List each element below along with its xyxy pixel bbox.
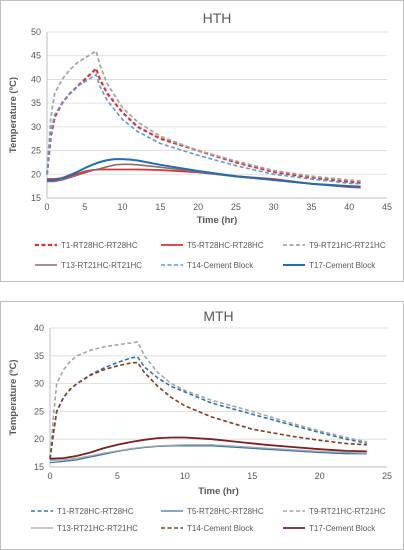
hth-y-tick-label: 15: [31, 193, 41, 203]
mth-x-tick-label: 15: [247, 471, 257, 481]
mth-chart-panel: 15 20 25 30 35 40 0 5 10 15 20 25 MTH Time (hr) Temper…: [0, 301, 404, 550]
mth-legend-label-3: T9-RT21HC-RT21HC: [309, 507, 386, 516]
mth-y-tick-label: 20: [34, 434, 44, 444]
mth-y-axis-label: Temperature (ºC): [8, 359, 19, 435]
hth-x-tick-label: 35: [306, 202, 316, 212]
mth-legend-label-1: T1-RT28HC-RT28HC: [57, 507, 134, 516]
hth-legend-label-5: T14-Cement Block: [187, 261, 254, 270]
mth-series-line-6: [49, 436, 367, 460]
hth-x-tick-label: 20: [193, 202, 203, 212]
hth-x-tick-label: 5: [82, 202, 87, 212]
mth-x-tick-label: 5: [115, 471, 120, 481]
mth-y-tick-label: 30: [34, 379, 44, 389]
hth-legend-label-3: T9-RT21HC-RT21HC: [309, 241, 386, 250]
hth-legend-label-6: T17-Cement Block: [309, 261, 376, 270]
hth-series-line-3: [46, 50, 361, 182]
hth-legend-label-4: T13-RT21HC-RT21HC: [61, 261, 142, 270]
hth-series-line-1: [45, 67, 361, 184]
hth-series-line-6: [47, 158, 361, 188]
mth-legend-label-5: T14-Cement Block: [187, 524, 254, 533]
mth-x-tick-label: 0: [47, 471, 52, 481]
hth-y-tick-label: 40: [31, 74, 41, 84]
hth-y-tick-label: 20: [31, 169, 41, 179]
hth-y-tick-label: 50: [31, 27, 41, 37]
mth-series-line-5: [49, 361, 367, 459]
hth-x-tick-label: 30: [269, 202, 279, 212]
mth-chart-title: MTH: [203, 308, 233, 324]
hth-series-line-5: [46, 73, 361, 185]
hth-chart-panel: 15 20 25 30 35 40 45 50 0 5 10 15 20 25 30 35 40 45 HTH Tim…: [0, 0, 404, 282]
hth-y-tick-label: 30: [31, 122, 41, 132]
mth-y-tick-label: 25: [34, 406, 44, 416]
mth-legend-label-6: T17-Cement Block: [309, 524, 376, 533]
hth-x-tick-label: 15: [155, 202, 165, 212]
mth-y-tick-label: 15: [34, 462, 44, 472]
hth-x-tick-label: 45: [382, 202, 392, 212]
hth-y-tick-label: 45: [31, 51, 41, 61]
mth-x-tick-label: 20: [315, 471, 325, 481]
hth-x-tick-label: 25: [231, 202, 241, 212]
hth-y-axis-label: Temperature (ºC): [8, 77, 19, 153]
hth-legend-label-1: T1-RT28HC-RT28HC: [61, 241, 138, 250]
mth-y-tick-label: 35: [34, 351, 44, 361]
hth-chart-title: HTH: [203, 10, 232, 26]
hth-x-axis-label: Time (hr): [197, 215, 237, 226]
hth-chart: 15 20 25 30 35 40 45 50 0 5 10 15 20 25 30 35 40 45 HTH Tim…: [8, 10, 392, 270]
hth-x-tick-label: 40: [344, 202, 354, 212]
mth-x-tick-label: 25: [382, 471, 392, 481]
mth-chart: 15 20 25 30 35 40 0 5 10 15 20 25 MTH Time (hr) Temper…: [8, 308, 392, 533]
mth-series-line-3: [49, 341, 367, 459]
hth-x-tick-label: 0: [44, 202, 49, 212]
mth-legend-label-4: T13-RT21HC-RT21HC: [57, 524, 138, 533]
mth-y-tick-label: 40: [34, 323, 44, 333]
mth-x-tick-label: 10: [180, 471, 190, 481]
hth-legend-label-2: T5-RT28HC-RT28HC: [187, 241, 264, 250]
mth-legend-label-2: T5-RT28HC-RT28HC: [187, 507, 264, 516]
mth-x-axis-label: Time (hr): [198, 486, 238, 497]
hth-y-tick-label: 35: [31, 98, 41, 108]
mth-series-line-4: [49, 444, 367, 461]
hth-y-tick-label: 25: [31, 146, 41, 156]
hth-x-tick-label: 10: [118, 202, 128, 212]
